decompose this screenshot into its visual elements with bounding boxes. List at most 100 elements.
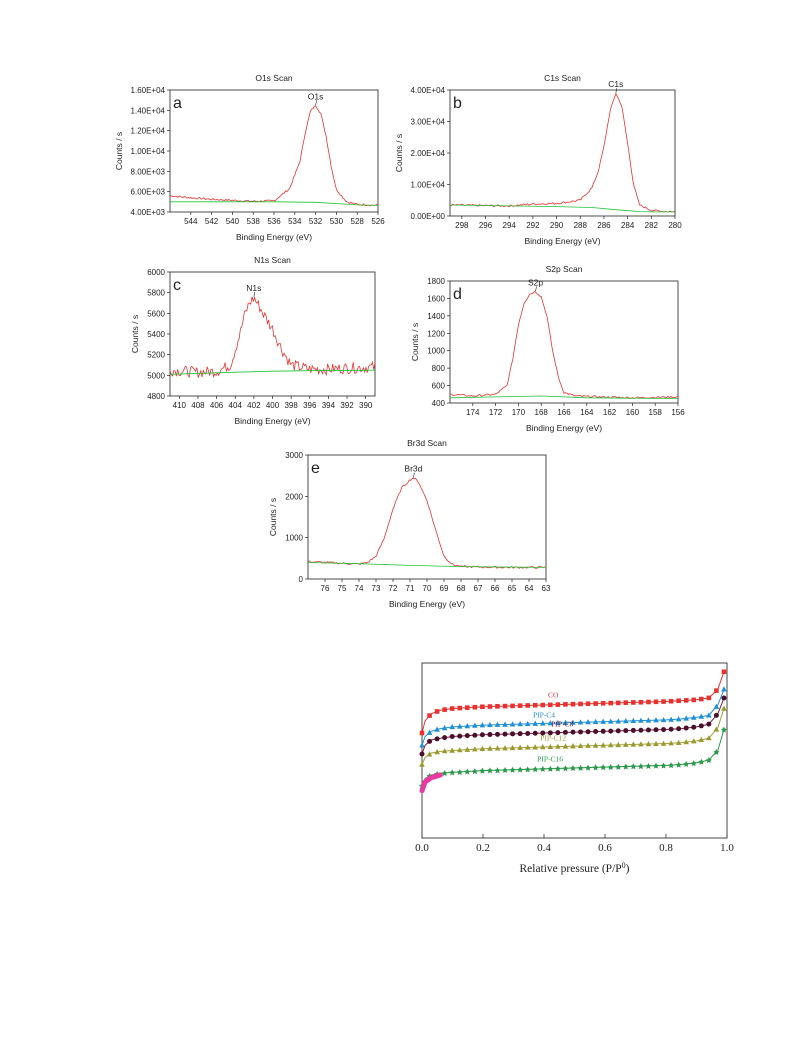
data-point	[532, 766, 539, 773]
data-point	[569, 765, 576, 772]
data-point	[698, 723, 704, 729]
data-point	[510, 703, 515, 709]
x-tick-label: 164	[580, 408, 594, 417]
data-point	[721, 669, 727, 675]
data-point	[441, 748, 448, 754]
data-point	[427, 738, 433, 744]
peak-marker	[535, 286, 537, 292]
x-tick-label: 284	[621, 221, 635, 230]
background-line	[450, 204, 675, 213]
x-tick-label: 406	[210, 401, 224, 410]
chart-title: S2p Scan	[546, 264, 583, 274]
x-tick-label: 162	[603, 408, 617, 417]
series-label: CO	[548, 691, 559, 700]
data-point	[721, 686, 727, 692]
data-point	[646, 699, 651, 705]
data-point	[502, 766, 509, 773]
y-tick-label: 5800	[147, 289, 165, 298]
y-tick-label: 4.00E+04	[411, 86, 446, 95]
y-axis-label: Counts / s	[130, 315, 140, 353]
panel-letter: e	[311, 460, 320, 477]
peak-marker	[315, 100, 317, 106]
data-point	[577, 764, 584, 771]
data-point	[600, 728, 606, 734]
data-point	[494, 731, 500, 737]
data-point	[668, 740, 674, 746]
x-tick-label: 542	[205, 217, 219, 226]
y-tick-label: 5200	[147, 351, 165, 360]
data-point	[457, 733, 463, 739]
chart-title: N1s Scan	[254, 255, 291, 265]
data-point	[434, 736, 440, 742]
data-point	[502, 745, 508, 751]
data-point	[532, 744, 539, 750]
data-point	[676, 726, 682, 732]
data-point	[471, 768, 478, 775]
data-point	[480, 704, 485, 710]
data-point	[479, 722, 486, 728]
data-point	[547, 743, 554, 750]
x-tick-label: 536	[267, 217, 281, 226]
data-point	[464, 746, 471, 752]
data-point	[494, 767, 501, 774]
chart-title: O1s Scan	[255, 73, 293, 83]
data-point	[563, 702, 568, 707]
x-axis-label-main: Relative pressure (P/P	[519, 863, 621, 875]
data-point	[714, 688, 719, 693]
data-point	[577, 719, 584, 725]
x-tick-label: 69	[440, 584, 449, 593]
data-point	[660, 740, 667, 746]
y-tick-label: 0	[299, 575, 304, 584]
spectrum-line	[170, 296, 375, 379]
data-point	[690, 738, 697, 744]
data-point	[426, 729, 433, 735]
plot-frame	[421, 662, 728, 839]
x-axis-label: Relative pressure (P/P0)	[519, 861, 629, 875]
x-tick-label: 172	[489, 408, 503, 417]
data-point	[562, 729, 568, 735]
x-tick-label: 0.8	[659, 842, 673, 854]
data-point	[532, 730, 538, 736]
x-tick-label: 296	[479, 221, 493, 230]
data-point	[585, 729, 591, 735]
data-point	[623, 718, 629, 724]
background-line	[308, 562, 546, 568]
x-tick-label: 66	[491, 584, 500, 593]
y-axis-label: Counts / s	[394, 134, 404, 172]
data-point	[683, 739, 690, 745]
data-point	[577, 742, 584, 749]
xps-panel-c: N1s Scan Binding Energy (eV) Counts / s 410…	[130, 255, 376, 426]
data-point	[675, 761, 682, 768]
x-tick-label: 166	[557, 408, 571, 417]
background-line	[170, 201, 378, 206]
y-tick-label: 1000	[427, 347, 445, 356]
data-point	[607, 763, 614, 770]
data-point	[419, 742, 425, 748]
data-point	[479, 767, 486, 774]
peak-marker	[253, 291, 256, 297]
y-tick-label: 1.40E+04	[131, 106, 166, 115]
data-point	[600, 764, 607, 771]
data-point	[464, 733, 470, 739]
y-tick-label: 1000	[285, 534, 303, 543]
data-point	[494, 721, 501, 727]
x-tick-label: 68	[457, 584, 466, 593]
data-point	[653, 699, 659, 705]
data-point	[525, 703, 530, 708]
x-tick-label: 392	[340, 401, 354, 410]
peak-marker	[615, 88, 618, 94]
y-tick-label: 1400	[427, 312, 445, 321]
data-point	[645, 741, 652, 747]
x-tick-label: 540	[226, 217, 240, 226]
data-point	[615, 741, 622, 748]
data-point	[442, 707, 447, 712]
data-point	[517, 731, 523, 737]
data-point	[487, 721, 493, 728]
x-tick-label: 0.4	[537, 842, 551, 854]
data-point	[600, 701, 606, 706]
y-tick-label: 1.00E+04	[131, 147, 166, 156]
x-tick-label: 76	[321, 584, 330, 593]
background-line	[170, 369, 375, 375]
data-point	[661, 727, 667, 733]
y-tick-label: 3.00E+04	[411, 118, 446, 127]
